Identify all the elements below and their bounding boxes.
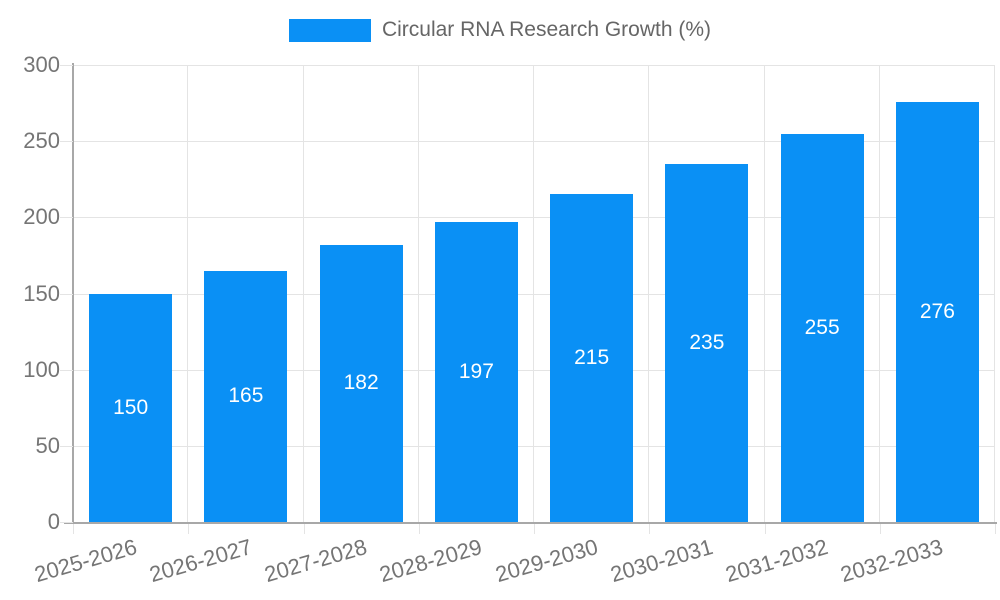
bar: 235 [665, 164, 749, 522]
x-tick-mark [303, 524, 305, 534]
x-tick-mark [188, 524, 190, 534]
bar: 182 [319, 244, 403, 522]
y-tick-label: 100 [23, 356, 60, 382]
gridline-h [73, 65, 995, 66]
gridline-v [763, 65, 765, 522]
gridline-v [417, 65, 419, 522]
bar: 197 [434, 221, 518, 522]
gridline-v [994, 65, 995, 522]
bar-value-label: 197 [458, 359, 494, 383]
gridline-h [73, 217, 995, 219]
gridline-h [73, 445, 995, 447]
bar-value-label: 150 [113, 395, 149, 419]
legend: Circular RNA Research Growth (%) [0, 18, 1000, 42]
plot-area: 150 165 182 197 215 235 255 276 [73, 65, 995, 522]
gridline-v [648, 65, 650, 522]
y-tick-mark [60, 293, 73, 295]
gridline-v [878, 65, 880, 522]
y-tick-label: 200 [23, 204, 60, 230]
gridline-v [187, 65, 189, 522]
y-tick-mark [60, 65, 73, 66]
y-tick-label: 150 [23, 280, 60, 306]
bar: 255 [780, 133, 864, 522]
bar: 215 [550, 194, 634, 522]
y-tick-mark [60, 369, 73, 371]
bar-value-label: 255 [804, 315, 840, 339]
bar: 276 [895, 101, 979, 522]
bar: 165 [204, 270, 288, 522]
x-tick-mark [764, 524, 766, 534]
bar: 150 [89, 293, 173, 522]
gridline-v [302, 65, 304, 522]
gridline-h [73, 141, 995, 143]
bar-value-label: 276 [919, 299, 955, 323]
legend-swatch [288, 18, 371, 42]
x-axis-line [64, 522, 997, 524]
x-tick-mark [418, 524, 420, 534]
y-tick-label: 250 [23, 128, 60, 154]
legend-label: Circular RNA Research Growth (%) [381, 18, 712, 41]
x-tick-mark [995, 524, 996, 534]
bar-value-label: 165 [228, 384, 264, 408]
bar-value-label: 235 [689, 331, 725, 354]
bar-value-label: 182 [343, 371, 379, 395]
gridline-h [73, 369, 995, 371]
y-tick-mark [60, 141, 73, 143]
x-tick-mark [73, 524, 74, 534]
y-tick-label: 300 [23, 52, 60, 77]
x-tick-mark [879, 524, 881, 534]
y-tick-label: 0 [47, 509, 60, 534]
gridline-h [73, 293, 995, 295]
y-tick-mark [60, 522, 73, 523]
x-tick-mark [649, 524, 651, 534]
y-tick-label: 50 [35, 432, 60, 458]
bar-value-label: 215 [574, 346, 610, 370]
x-tick-mark [534, 524, 535, 534]
y-tick-mark [60, 445, 73, 447]
y-axis-line [72, 63, 74, 523]
gridline-v [533, 65, 534, 522]
y-tick-mark [60, 217, 73, 219]
